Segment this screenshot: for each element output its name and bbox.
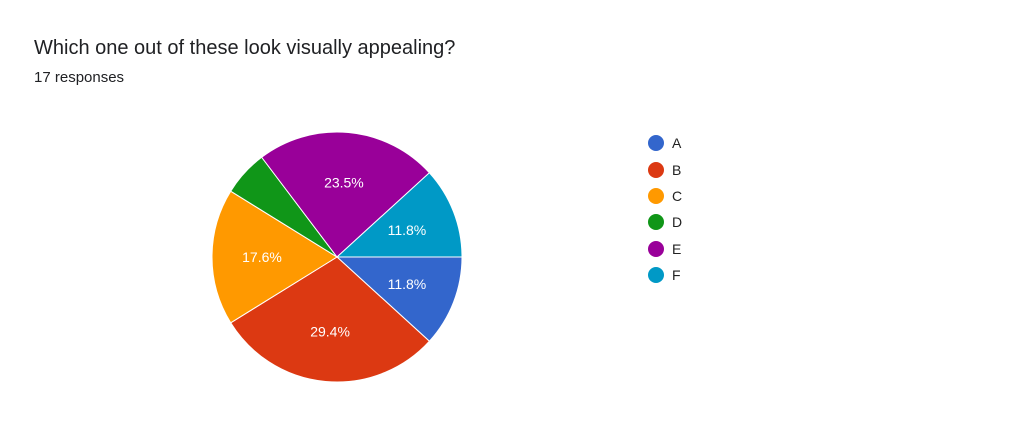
legend-swatch-a bbox=[648, 135, 664, 152]
pie-slices bbox=[211, 131, 463, 383]
legend-swatch-f bbox=[648, 267, 664, 284]
legend-label: D bbox=[672, 214, 683, 231]
slice-label-c: 17.6% bbox=[242, 249, 282, 265]
legend-label: E bbox=[672, 240, 682, 257]
legend-item-c[interactable]: C bbox=[648, 183, 682, 209]
legend-label: F bbox=[672, 267, 681, 284]
legend-swatch-c bbox=[648, 187, 664, 204]
legend-label: B bbox=[672, 161, 682, 178]
pie-slice-c[interactable] bbox=[211, 190, 338, 324]
slice-label-a: 11.8% bbox=[388, 276, 427, 292]
legend-item-e[interactable]: E bbox=[648, 236, 682, 262]
legend-swatch-b bbox=[648, 161, 664, 178]
pie-slice-labels: 11.8% 29.4% 17.6% 23.5% 11.8% bbox=[242, 174, 426, 339]
legend-item-b[interactable]: B bbox=[648, 156, 682, 182]
pie-slice-f[interactable] bbox=[335, 172, 463, 258]
pie-slice-e[interactable] bbox=[260, 131, 431, 258]
slice-label-f: 11.8% bbox=[388, 222, 427, 238]
pie-slice-a[interactable] bbox=[335, 256, 463, 342]
legend-swatch-e bbox=[648, 240, 664, 257]
question-title: Which one out of these look visually app… bbox=[34, 37, 456, 59]
legend-label: C bbox=[672, 187, 683, 204]
slice-label-e: 23.5% bbox=[324, 174, 364, 190]
response-count: 17 responses bbox=[34, 69, 125, 86]
pie-slice-b[interactable] bbox=[230, 256, 431, 383]
slice-label-b: 29.4% bbox=[310, 324, 350, 340]
legend-item-a[interactable]: A bbox=[648, 130, 682, 156]
legend-swatch-d bbox=[648, 214, 664, 231]
legend-item-d[interactable]: D bbox=[648, 209, 682, 235]
legend-item-f[interactable]: F bbox=[648, 262, 682, 288]
legend-label: A bbox=[672, 135, 682, 152]
